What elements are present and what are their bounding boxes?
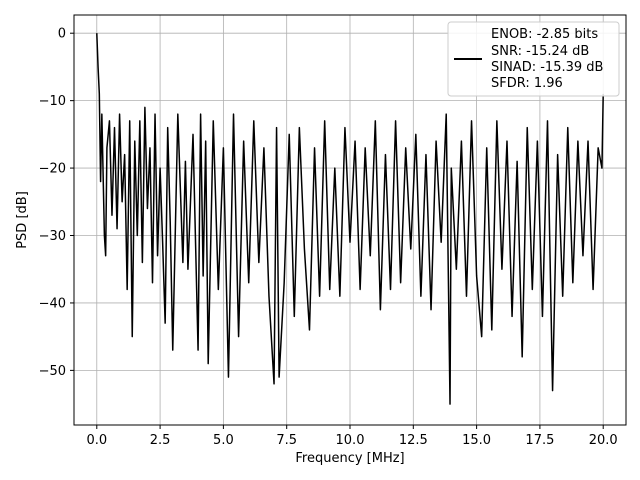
y-tick-label: 0 (58, 27, 66, 42)
y-axis-label: PSD [dB] (15, 191, 30, 249)
x-tick-label: 2.5 (150, 433, 171, 448)
x-tick-label: 12.5 (399, 433, 428, 448)
x-tick-label: 20.0 (589, 433, 618, 448)
x-tick-label: 10.0 (336, 433, 365, 448)
x-tick-label: 0.0 (86, 433, 107, 448)
x-tick-label: 7.5 (276, 433, 297, 448)
y-axis-ticks: 0 −10 −20 −30 −40 −50 (39, 27, 74, 379)
y-tick-label: −40 (39, 296, 66, 311)
y-tick-label: −10 (39, 94, 66, 109)
psd-series-line (96, 33, 604, 405)
plot-area (96, 33, 604, 405)
x-tick-label: 5.0 (213, 433, 234, 448)
legend-snr: SNR: -15.24 dB (491, 44, 589, 59)
x-tick-label: 17.5 (525, 433, 554, 448)
y-tick-label: −20 (39, 162, 66, 177)
legend: ENOB: -2.85 bits SNR: -15.24 dB SINAD: -… (447, 21, 620, 97)
legend-sinad: SINAD: -15.39 dB (491, 60, 603, 75)
x-tick-label: 15.0 (462, 433, 491, 448)
x-axis-ticks: 0.0 2.5 5.0 7.5 10.0 12.5 15.0 17.5 20.0 (86, 425, 618, 448)
y-tick-label: −50 (39, 364, 66, 379)
x-axis-label: Frequency [MHz] (295, 451, 404, 466)
y-tick-label: −30 (39, 229, 66, 244)
legend-box (447, 21, 620, 97)
legend-enob: ENOB: -2.85 bits (491, 27, 598, 42)
legend-sfdr: SFDR: 1.96 (491, 76, 563, 91)
